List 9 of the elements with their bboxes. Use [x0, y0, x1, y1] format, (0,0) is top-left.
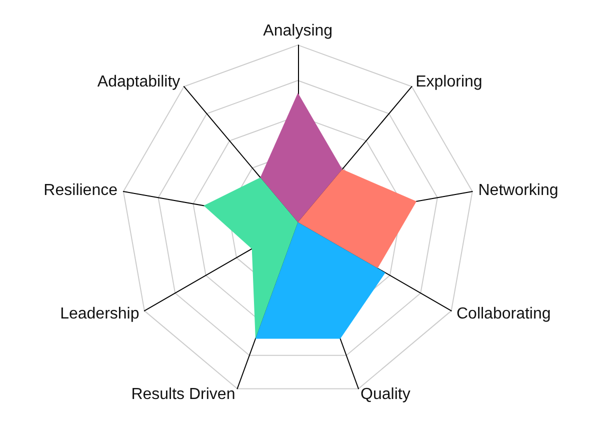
spoke-label: Quality	[360, 386, 410, 403]
spoke-label: Leadership	[60, 305, 140, 322]
spoke-label: Networking	[478, 182, 558, 199]
spoke-label: Adaptability	[97, 73, 180, 90]
spoke-label: Analysing	[263, 22, 333, 40]
spoke-label: Collaborating	[456, 305, 551, 322]
spoke-label: Resilience	[44, 182, 118, 199]
spoke-label: Results Driven	[131, 386, 236, 403]
spoke-label: Exploring	[416, 73, 482, 90]
